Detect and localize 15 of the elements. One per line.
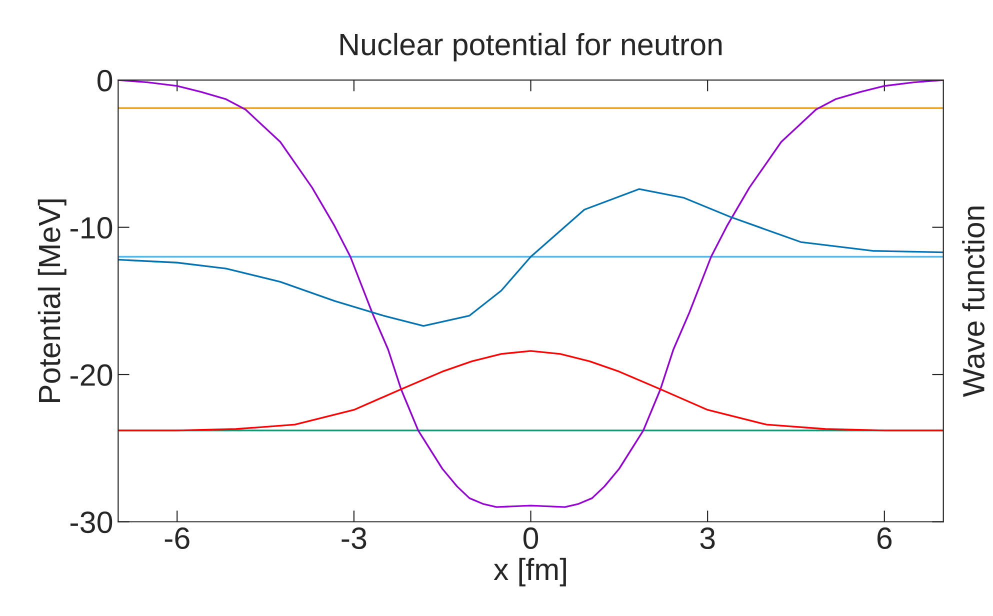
y2-axis-title: Wave function [962, 206, 985, 398]
x-tick-label: -6 [164, 527, 190, 550]
y-tick-label: -10 [70, 217, 112, 239]
y-tick-label: -30 [70, 511, 112, 534]
y-axis-title: Potential [MeV] [38, 199, 66, 402]
x-axis-title: x [fm] [494, 558, 566, 586]
x-tick-label: 3 [700, 527, 715, 550]
chart-title: Nuclear potential for neutron [340, 32, 722, 62]
x-tick-label: -3 [342, 527, 366, 550]
line-series [118, 188, 944, 327]
y-tick-label: 0 [98, 70, 112, 92]
x-tick-label: 6 [877, 527, 892, 550]
line-series [118, 350, 944, 432]
y-tick-label: -20 [70, 364, 112, 386]
x-tick-label: 0 [523, 527, 538, 550]
